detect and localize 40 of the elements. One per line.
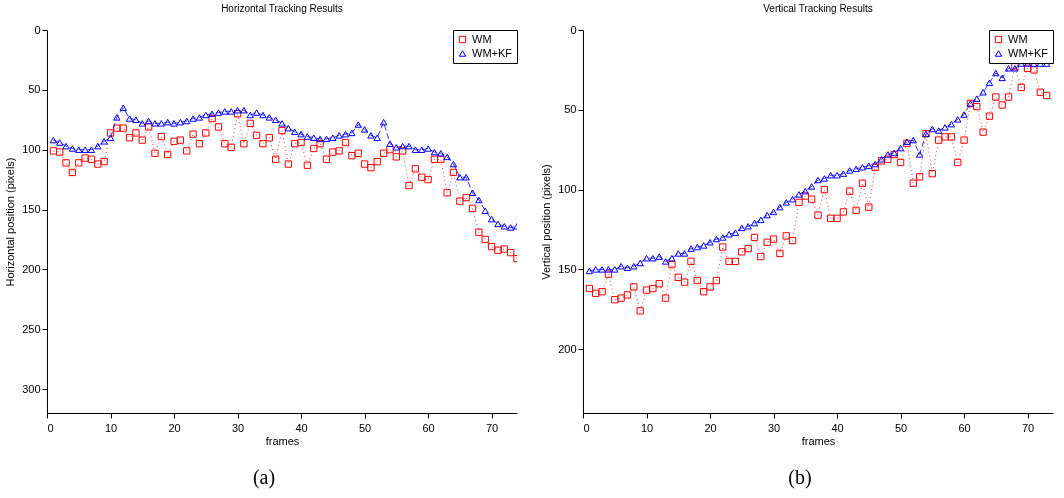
y-tick-label: 0 [570,23,577,36]
y-tick-label: 50 [564,103,577,116]
x-axis-title: frames [265,434,300,447]
legend-label: WM [1008,32,1028,45]
text: (b) [788,466,812,489]
legend-label: WM+KF [1008,46,1049,59]
y-tick-label: 250 [22,322,41,335]
y-tick-label: 300 [22,382,41,395]
y-tick-label: 100 [558,183,577,196]
x-tick-label: 70 [485,421,499,434]
y-tick-label: 150 [22,203,41,216]
x-tick-label: 20 [168,421,181,434]
y-tick-label: 0 [34,23,41,36]
y-tick-label: 200 [558,342,577,355]
y-axis-title: Horizontal position (pixels) [4,157,17,287]
x-tick-label: 70 [1021,421,1035,434]
chart-title: Horizontal Tracking Results [221,3,343,14]
x-tick-label: 60 [422,421,435,434]
y-tick-label: 50 [28,83,41,96]
x-tick-label: 40 [295,421,308,434]
legend-label: WM+KF [472,46,513,59]
x-tick-label: 50 [358,421,372,434]
y-axis-title: Vertical position (pixels) [540,164,553,280]
x-tick-label: 50 [894,421,908,434]
x-tick-label: 0 [47,421,54,434]
y-tick-label: 150 [558,262,577,275]
x-tick-label: 30 [231,421,245,434]
y-tick-label: 100 [22,143,41,156]
x-tick-label: 40 [831,421,844,434]
x-tick-label: 10 [640,421,654,434]
x-tick-label: 60 [958,421,971,434]
x-axis-title: frames [801,434,836,447]
text: (a) [252,466,276,489]
x-tick-label: 20 [704,421,717,434]
x-tick-label: 0 [583,421,590,434]
chart-title: Vertical Tracking Results [763,3,873,14]
x-tick-label: 10 [104,421,118,434]
legend-label: WM [472,32,492,45]
x-tick-label: 30 [767,421,781,434]
y-tick-label: 200 [22,262,41,275]
